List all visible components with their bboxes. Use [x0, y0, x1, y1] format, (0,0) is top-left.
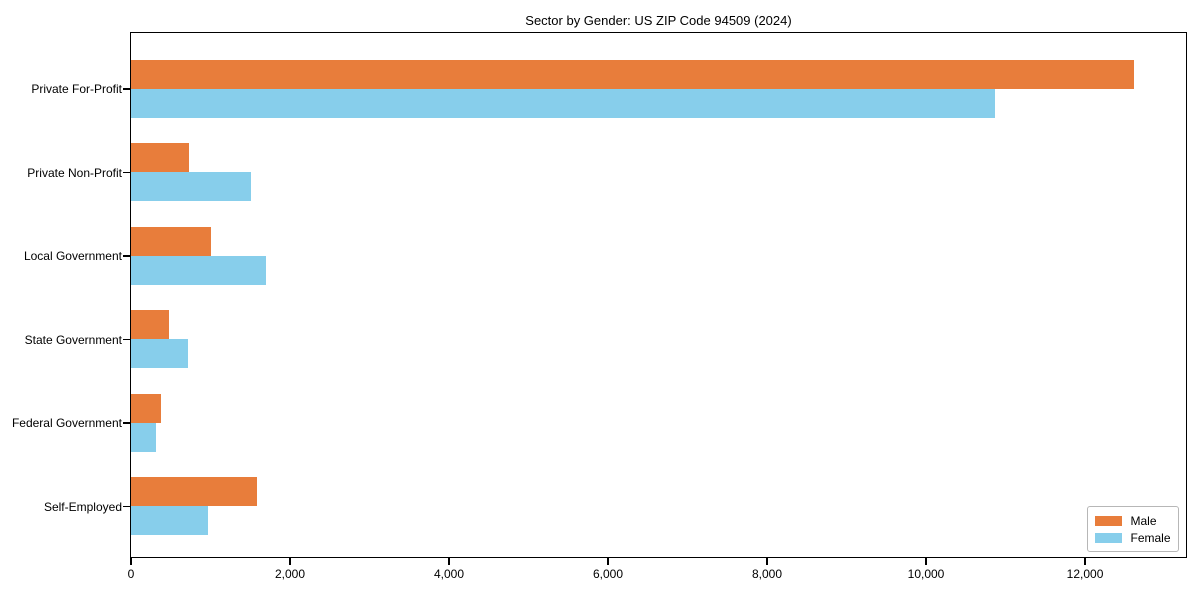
bar-male-6: [130, 477, 257, 506]
chart-title: Sector by Gender: US ZIP Code 94509 (202…: [525, 13, 792, 28]
bar-female-1: [130, 88, 995, 118]
y-tick-label: State Government: [24, 332, 122, 347]
bar-male-5: [130, 393, 161, 423]
bar-female-2: [130, 172, 251, 201]
y-tick-mark: [123, 255, 130, 257]
y-tick-label: Local Government: [23, 249, 122, 263]
y-tick-mark: [123, 422, 130, 424]
y-tick-label: Private Non-Profit: [27, 165, 122, 180]
bars-layer: [130, 33, 1186, 557]
y-tick-mark: [123, 88, 130, 90]
bar-female-5: [130, 422, 156, 452]
y-tick-label: Private For-Profit: [31, 82, 122, 96]
x-tick-mark: [448, 558, 450, 565]
bar-female-6: [130, 506, 208, 535]
x-tick-label: 8,000: [752, 567, 783, 581]
bar-male-3: [130, 226, 211, 256]
legend: Male Female: [1086, 505, 1179, 552]
x-tick-label: 2,000: [274, 567, 306, 581]
legend-label-male: Male: [1130, 514, 1157, 528]
legend-label-female: Female: [1130, 531, 1171, 545]
y-tick-mark: [123, 505, 130, 507]
bar-female-4: [130, 339, 188, 368]
x-tick-label: 4,000: [433, 567, 465, 581]
male-series-swatch: [1094, 516, 1122, 526]
x-tick-mark: [1084, 558, 1086, 565]
x-tick-label: 6,000: [593, 567, 624, 581]
bar-male-1: [130, 59, 1134, 89]
legend-item-male: Male: [1094, 513, 1171, 530]
x-tick-mark: [766, 558, 768, 565]
legend-item-female: Female: [1094, 530, 1171, 547]
female-series-swatch: [1094, 533, 1122, 543]
x-tick-label: 10,000: [907, 567, 945, 581]
bar-male-2: [130, 143, 189, 172]
x-tick-mark: [289, 558, 291, 565]
x-tick-label: 0: [127, 567, 135, 581]
x-tick-mark: [130, 558, 132, 565]
plot-area: Male Female: [129, 31, 1187, 558]
x-tick-mark: [607, 558, 609, 565]
y-tick-mark: [123, 171, 130, 173]
bar-male-4: [130, 310, 169, 339]
x-tick-label: 12,000: [1066, 567, 1104, 581]
y-tick-label: Self-Employed: [43, 499, 122, 514]
y-tick-mark: [123, 338, 130, 340]
x-tick-mark: [925, 558, 927, 565]
y-tick-label: Federal Government: [11, 416, 122, 430]
bar-female-3: [130, 255, 266, 285]
